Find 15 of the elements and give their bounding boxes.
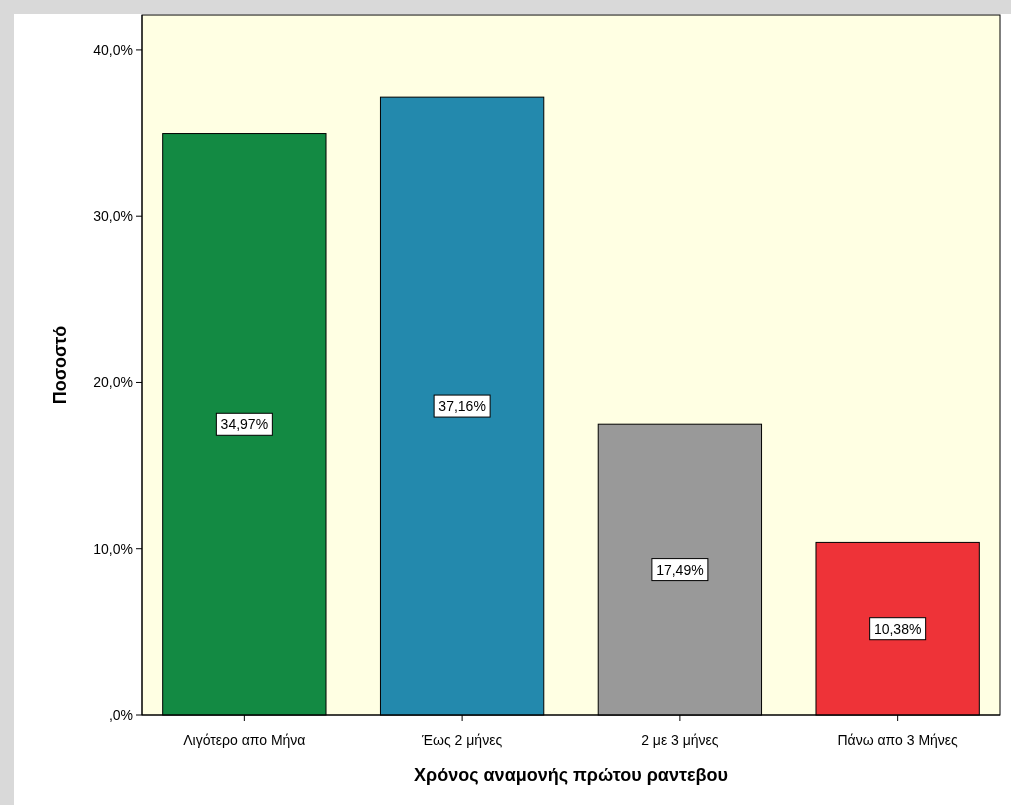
y-tick-label: 30,0% bbox=[93, 208, 133, 225]
y-axis-title: Ποσοστό bbox=[50, 325, 70, 405]
y-tick-label: 10,0% bbox=[93, 540, 133, 557]
data-label: 34,97% bbox=[220, 416, 269, 433]
y-tick-label: ,0% bbox=[108, 707, 133, 723]
x-tick-label: Λιγότερο απο Μήνα bbox=[183, 732, 306, 748]
x-tick-label: Έως 2 μήνες bbox=[421, 732, 503, 748]
data-label: 17,49% bbox=[656, 561, 704, 578]
x-axis-title: Χρόνος αναμονής πρώτου ραντεβου bbox=[414, 765, 728, 785]
y-tick-label: 40,0% bbox=[93, 41, 133, 58]
x-tick-label: 2 με 3 μήνες bbox=[641, 732, 719, 748]
x-tick-label: Πάνω απο 3 Μήνες bbox=[837, 732, 959, 748]
data-label: 37,16% bbox=[438, 398, 486, 415]
y-tick-label: 20,0% bbox=[93, 374, 133, 391]
data-label: 10,38% bbox=[873, 620, 922, 637]
